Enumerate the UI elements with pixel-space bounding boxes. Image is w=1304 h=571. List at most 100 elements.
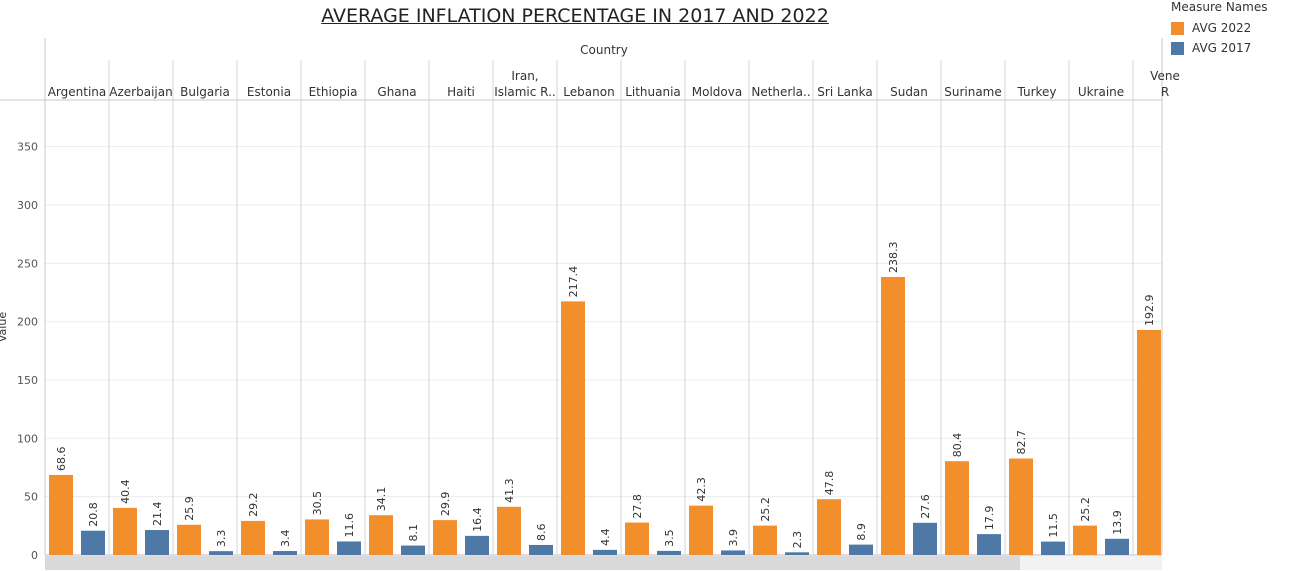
data-label: 3.9 — [727, 529, 740, 547]
data-label: 25.9 — [183, 496, 196, 521]
data-label: 3.5 — [663, 529, 676, 547]
bar-avg-2017 — [721, 550, 745, 555]
data-label: 68.6 — [55, 446, 68, 471]
legend-title: Measure Names — [1171, 0, 1268, 14]
category-label: Netherla.. — [751, 85, 810, 99]
bar-avg-2022 — [113, 507, 137, 555]
bar-avg-2017 — [401, 545, 425, 555]
data-label: 238.3 — [887, 241, 900, 273]
data-label: 82.7 — [1015, 430, 1028, 455]
data-label: 192.9 — [1143, 294, 1156, 326]
data-label: 41.3 — [503, 478, 516, 503]
category-label: Sudan — [890, 85, 928, 99]
legend-label-avg-2022: AVG 2022 — [1192, 21, 1252, 35]
bar-avg-2022 — [689, 505, 713, 555]
bar-avg-2022 — [945, 461, 969, 555]
data-label: 29.2 — [247, 492, 260, 517]
bar-avg-2022 — [433, 520, 457, 555]
data-label: 27.8 — [631, 494, 644, 519]
data-label: 30.5 — [311, 491, 324, 516]
data-label: 11.6 — [343, 513, 356, 538]
data-label: 16.4 — [471, 507, 484, 532]
data-label: 3.3 — [215, 530, 228, 548]
bar-avg-2022 — [241, 520, 265, 555]
bar-avg-2017 — [529, 544, 553, 555]
bar-avg-2017 — [145, 530, 169, 555]
category-label: Azerbaijan — [109, 85, 172, 99]
y-tick-label: 300 — [17, 199, 38, 212]
data-label: 42.3 — [695, 477, 708, 502]
bar-avg-2022 — [497, 506, 521, 555]
category-label: Ethiopia — [309, 85, 358, 99]
legend-swatch-avg-2017 — [1171, 41, 1184, 55]
category-label: Islamic R.. — [494, 85, 555, 99]
y-axis-title: Value — [0, 312, 9, 342]
bar-avg-2022 — [1137, 329, 1161, 555]
bar-avg-2022 — [753, 525, 777, 555]
data-label: 2.3 — [791, 531, 804, 549]
horizontal-scrollbar[interactable] — [45, 556, 1162, 570]
category-label: Lithuania — [625, 85, 681, 99]
y-tick-label: 200 — [17, 316, 38, 329]
category-label: Sri Lanka — [817, 85, 872, 99]
data-label: 21.4 — [151, 502, 164, 527]
scrollbar-thumb[interactable] — [45, 556, 1020, 570]
legend-item-avg-2017[interactable]: AVG 2017 — [1171, 38, 1267, 58]
category-label: Ukraine — [1078, 85, 1124, 99]
data-label: 3.4 — [279, 530, 292, 548]
data-label: 20.8 — [87, 502, 100, 527]
data-label: 25.2 — [1079, 497, 1092, 522]
legend-item-avg-2022[interactable]: AVG 2022 — [1171, 18, 1267, 38]
bar-avg-2017 — [465, 535, 489, 555]
bar-avg-2022 — [1009, 458, 1033, 555]
data-label: 40.4 — [119, 479, 132, 504]
category-label: Iran, — [511, 69, 538, 83]
category-label: Turkey — [1016, 85, 1056, 99]
data-label: 34.1 — [375, 487, 388, 512]
bar-avg-2022 — [49, 474, 73, 555]
category-label: Moldova — [692, 85, 742, 99]
bar-avg-2022 — [177, 524, 201, 555]
bar-avg-2022 — [1073, 525, 1097, 555]
data-label: 8.6 — [535, 523, 548, 541]
category-label: Lebanon — [563, 85, 614, 99]
column-header-title: Country — [580, 43, 628, 57]
data-label: 25.2 — [759, 497, 772, 522]
bar-avg-2017 — [657, 550, 681, 555]
data-label: 47.8 — [823, 471, 836, 496]
data-label: 4.4 — [599, 528, 612, 546]
data-label: 8.9 — [855, 523, 868, 541]
legend: Measure Names AVG 2022 AVG 2017 — [1171, 0, 1267, 58]
legend-label-avg-2017: AVG 2017 — [1192, 41, 1252, 55]
bar-avg-2017 — [81, 530, 105, 555]
data-label: 8.1 — [407, 524, 420, 542]
bar-avg-2017 — [1041, 541, 1065, 555]
bar-avg-2017 — [977, 534, 1001, 555]
y-tick-label: 100 — [17, 432, 38, 445]
data-label: 13.9 — [1111, 510, 1124, 535]
chart-title: AVERAGE INFLATION PERCENTAGE IN 2017 AND… — [321, 5, 829, 27]
category-label: Haiti — [447, 85, 475, 99]
data-label: 29.9 — [439, 492, 452, 517]
bar-avg-2017 — [593, 549, 617, 555]
bar-avg-2022 — [881, 276, 905, 555]
legend-swatch-avg-2022 — [1171, 21, 1184, 35]
bar-avg-2022 — [817, 499, 841, 555]
category-label: Argentina — [48, 85, 107, 99]
bar-avg-2017 — [1105, 538, 1129, 555]
y-tick-label: 250 — [17, 257, 38, 270]
category-label: R — [1161, 85, 1169, 99]
bar-avg-2017 — [273, 551, 297, 555]
data-label: 17.9 — [983, 506, 996, 531]
data-label: 217.4 — [567, 266, 580, 298]
data-label: 11.5 — [1047, 513, 1060, 538]
y-tick-label: 350 — [17, 141, 38, 154]
bar-avg-2017 — [785, 552, 809, 555]
data-label: 27.6 — [919, 494, 932, 519]
y-tick-label: 150 — [17, 374, 38, 387]
bar-avg-2022 — [369, 515, 393, 555]
category-label: Suriname — [944, 85, 1002, 99]
bar-avg-2022 — [625, 522, 649, 555]
bar-avg-2017 — [913, 522, 937, 555]
